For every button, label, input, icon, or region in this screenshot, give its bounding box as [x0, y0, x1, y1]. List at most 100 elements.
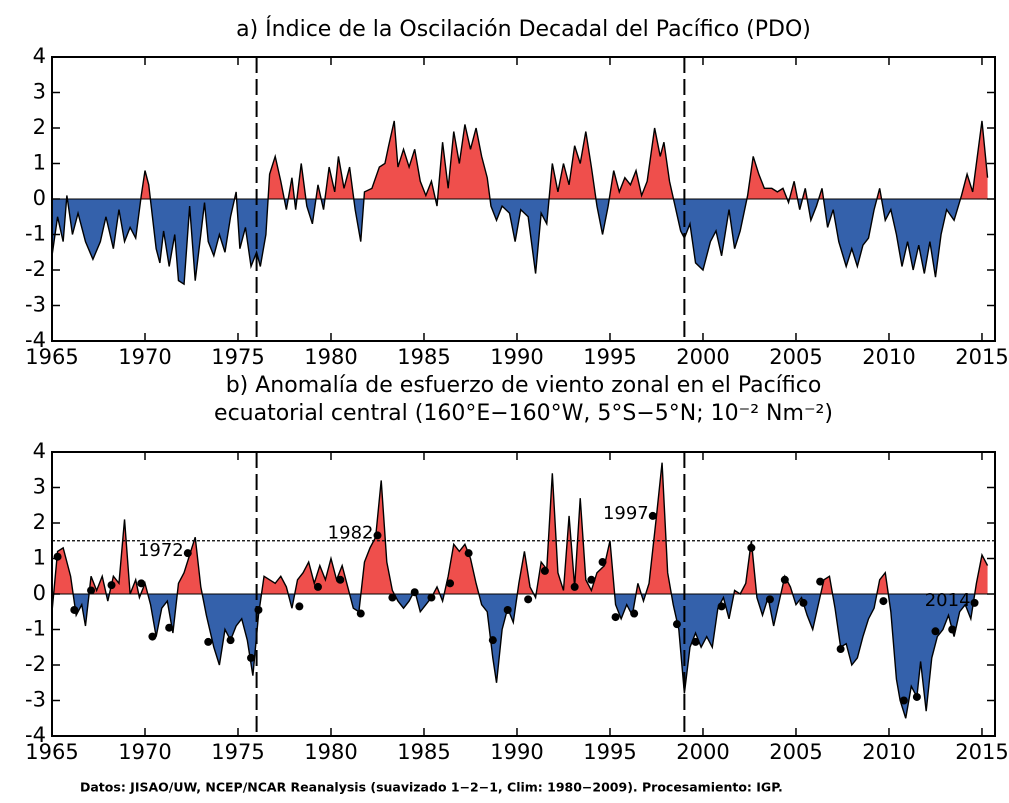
marker	[410, 588, 419, 597]
x-tick-label: 2010	[862, 345, 915, 369]
marker	[836, 645, 845, 654]
marker	[464, 549, 473, 558]
marker	[148, 632, 157, 641]
chart-title: b) Anomalía de esfuerzo de viento zonal …	[226, 373, 822, 398]
marker-label: 1997	[603, 503, 649, 524]
y-tick-label: -2	[25, 257, 46, 281]
chart-title: a) Índice de la Oscilación Decadal del P…	[236, 16, 811, 42]
x-tick-label: 1985	[397, 740, 450, 764]
y-tick-label: -3	[25, 688, 46, 712]
y-tick-label: 3	[33, 80, 46, 104]
x-tick-label: 1995	[583, 740, 636, 764]
marker-label: 1972	[138, 540, 184, 561]
y-tick-label: -2	[25, 652, 46, 676]
marker	[672, 620, 681, 629]
x-tick-label: 1970	[118, 740, 171, 764]
marker	[691, 637, 700, 646]
y-tick-label: -3	[25, 293, 46, 317]
y-tick-label: 2	[33, 115, 46, 139]
y-tick-label: 4	[33, 44, 46, 68]
x-tick-label: 2015	[955, 740, 1008, 764]
marker	[427, 593, 436, 602]
marker	[948, 625, 957, 634]
marker	[780, 575, 789, 584]
area-positive	[52, 120, 988, 199]
marker	[295, 602, 304, 611]
chart-title: ecuatorial central (160°E−160°W, 5°S−5°N…	[214, 401, 833, 426]
x-tick-label: 2015	[955, 345, 1008, 369]
marker	[912, 692, 921, 701]
y-tick-label: -4	[25, 723, 46, 747]
marker	[630, 609, 639, 618]
marker	[598, 558, 607, 567]
y-tick-label: 1	[33, 151, 46, 175]
x-tick-label: 1965	[25, 740, 78, 764]
x-tick-label: 2000	[676, 740, 729, 764]
marker	[356, 609, 365, 618]
area-positive	[52, 462, 988, 594]
x-tick-label: 1990	[490, 740, 543, 764]
x-tick-label: 1995	[583, 345, 636, 369]
series-line	[51, 120, 989, 286]
marker	[648, 511, 657, 520]
marker	[488, 636, 497, 645]
y-tick-label: 0	[33, 581, 46, 605]
y-tick-label: -1	[25, 617, 46, 641]
marker	[254, 605, 263, 614]
y-tick-label: 1	[33, 546, 46, 570]
x-tick-label: 1975	[211, 740, 264, 764]
marker	[373, 531, 382, 540]
marker	[503, 605, 512, 614]
y-tick-label: 4	[33, 439, 46, 463]
marker	[879, 597, 888, 606]
marker	[570, 582, 579, 591]
x-tick-label: 1990	[490, 345, 543, 369]
marker	[70, 605, 79, 614]
marker-label: 2014	[925, 590, 971, 611]
marker	[183, 549, 192, 558]
marker	[165, 623, 174, 632]
marker	[970, 598, 979, 607]
marker	[137, 579, 146, 588]
x-tick-label: 1965	[25, 345, 78, 369]
y-tick-label: 0	[33, 186, 46, 210]
marker	[765, 595, 774, 604]
y-tick-label: -1	[25, 222, 46, 246]
marker	[931, 627, 940, 636]
x-tick-label: 1970	[118, 345, 171, 369]
marker	[204, 637, 213, 646]
marker	[717, 602, 726, 611]
marker	[388, 593, 397, 602]
marker-label: 1982	[328, 522, 374, 543]
x-tick-label: 1980	[304, 345, 357, 369]
marker	[247, 653, 256, 662]
marker	[899, 696, 908, 705]
source-note: Datos: JISAO/UW, NCEP/NCAR Reanalysis (s…	[80, 780, 783, 795]
x-tick-label: 2010	[862, 740, 915, 764]
x-tick-label: 1980	[304, 740, 357, 764]
marker	[53, 552, 62, 561]
marker	[799, 598, 808, 607]
marker	[540, 566, 549, 575]
x-tick-label: 2005	[769, 345, 822, 369]
x-tick-label: 1975	[211, 345, 264, 369]
marker	[313, 582, 322, 591]
marker	[611, 613, 620, 622]
series-line	[51, 462, 989, 719]
area-negative	[52, 199, 988, 285]
marker	[446, 579, 455, 588]
marker	[587, 575, 596, 584]
x-tick-label: 2000	[676, 345, 729, 369]
marker	[226, 636, 235, 645]
marker	[524, 595, 533, 604]
y-tick-label: 3	[33, 475, 46, 499]
marker	[87, 586, 96, 595]
x-tick-label: 1985	[397, 345, 450, 369]
marker	[816, 577, 825, 586]
marker	[107, 581, 116, 590]
y-tick-label: 2	[33, 510, 46, 534]
y-tick-label: -4	[25, 328, 46, 352]
marker	[747, 543, 756, 552]
area-negative	[52, 594, 988, 719]
